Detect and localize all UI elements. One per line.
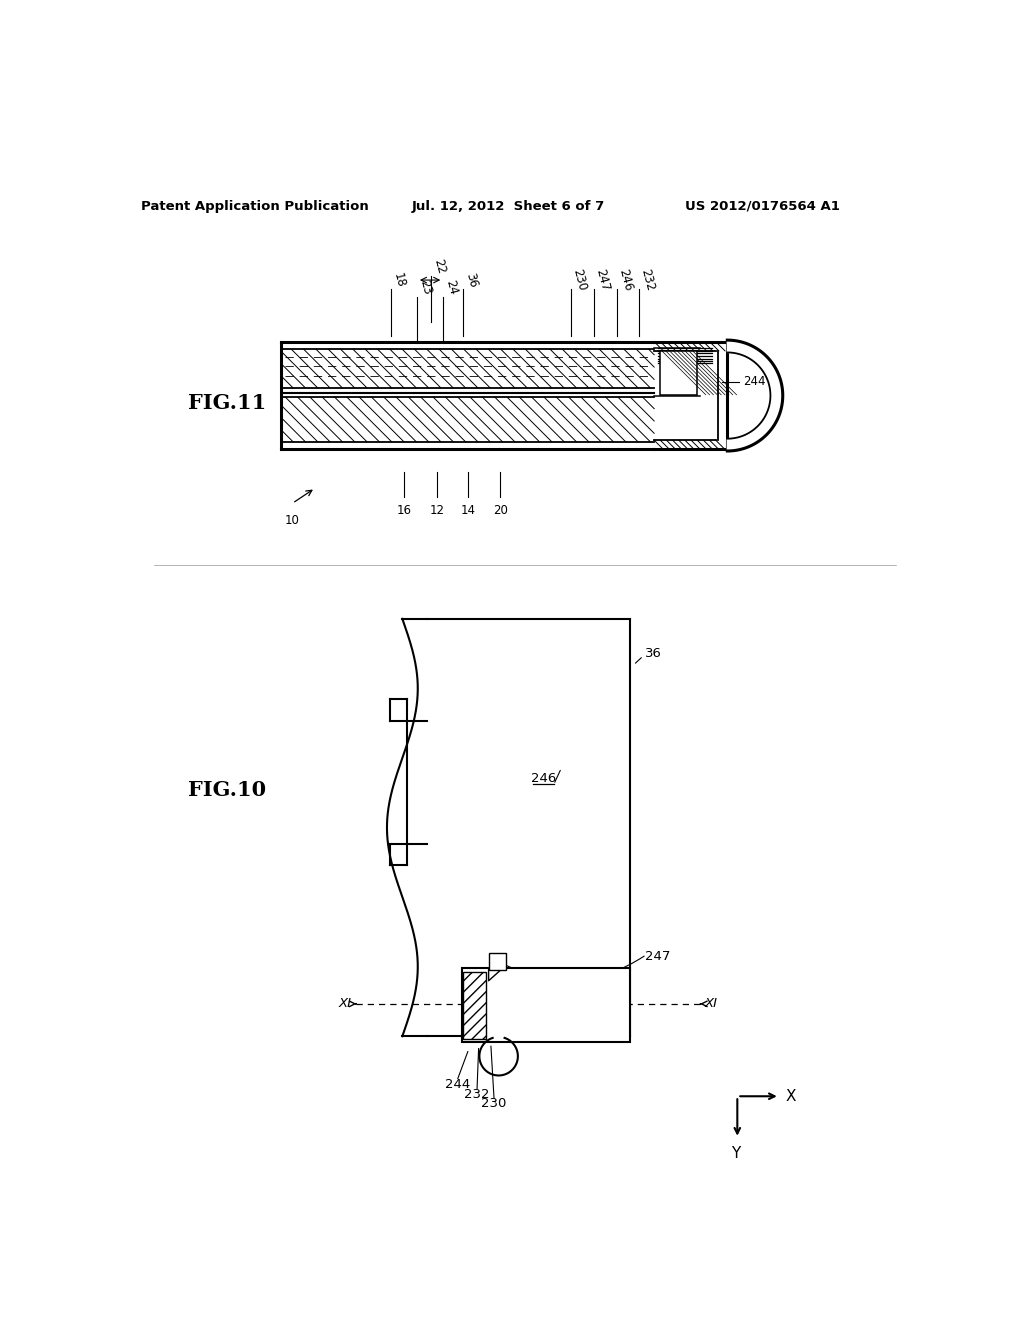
- Bar: [463, 972, 486, 1039]
- Text: Y: Y: [731, 1146, 740, 1162]
- Text: 23: 23: [418, 279, 434, 297]
- Text: 230: 230: [570, 268, 589, 292]
- Text: X: X: [785, 1089, 796, 1104]
- Text: 230: 230: [481, 1097, 507, 1110]
- Text: 12: 12: [429, 504, 444, 517]
- Polygon shape: [488, 969, 503, 981]
- Text: 18: 18: [391, 271, 408, 289]
- Bar: [462, 969, 630, 1043]
- Text: 232: 232: [638, 268, 656, 293]
- Text: FIG.11: FIG.11: [187, 393, 266, 413]
- Polygon shape: [727, 341, 782, 451]
- Bar: [281, 350, 654, 388]
- Text: 244: 244: [445, 1078, 470, 1092]
- Text: 10: 10: [285, 515, 300, 527]
- Text: 247: 247: [594, 268, 612, 293]
- Text: 246: 246: [616, 268, 635, 293]
- Text: 247: 247: [645, 950, 671, 964]
- Text: US 2012/0176564 A1: US 2012/0176564 A1: [684, 199, 840, 213]
- Bar: [488, 953, 506, 970]
- Bar: [660, 351, 696, 395]
- Text: Patent Application Publication: Patent Application Publication: [141, 199, 370, 213]
- Text: 22: 22: [431, 257, 447, 276]
- Text: 246: 246: [530, 772, 556, 785]
- Text: Jul. 12, 2012  Sheet 6 of 7: Jul. 12, 2012 Sheet 6 of 7: [412, 199, 604, 213]
- Text: 20: 20: [493, 504, 508, 517]
- Text: 14: 14: [461, 504, 475, 517]
- Text: XI: XI: [705, 998, 718, 1010]
- Text: FIG.10: FIG.10: [187, 780, 266, 800]
- Text: 232: 232: [464, 1088, 489, 1101]
- Text: 36: 36: [464, 271, 480, 289]
- Text: 16: 16: [396, 504, 412, 517]
- Text: XI: XI: [339, 998, 351, 1010]
- Text: 24: 24: [443, 279, 460, 297]
- Text: 36: 36: [645, 647, 662, 660]
- Text: 244: 244: [742, 375, 765, 388]
